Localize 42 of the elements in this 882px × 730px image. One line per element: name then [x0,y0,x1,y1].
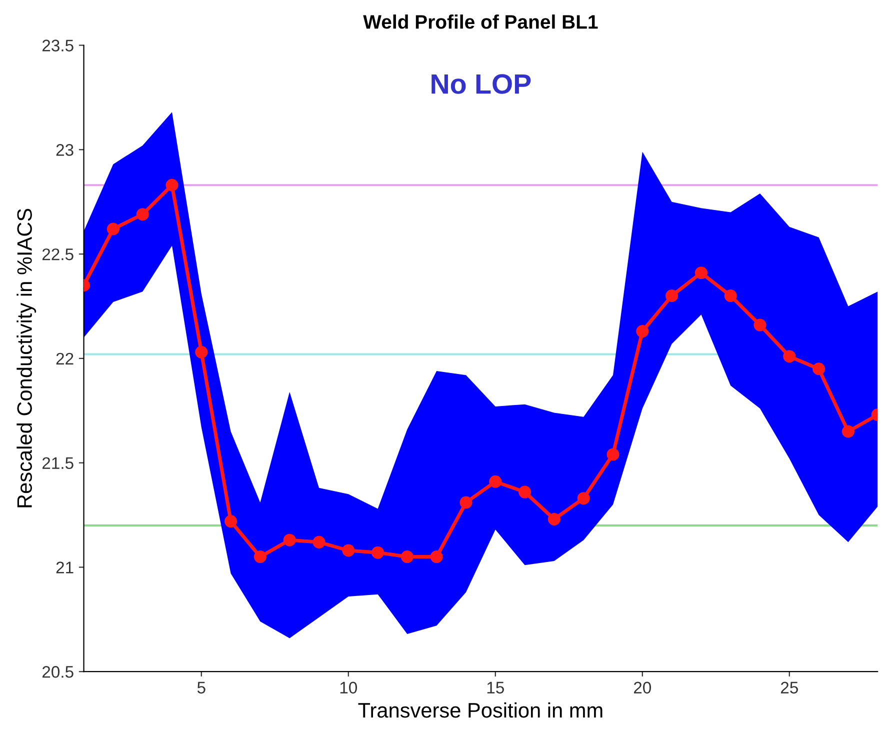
point [636,325,649,338]
chart-title: Weld Profile of Panel BL1 [363,14,598,29]
y-axis-title: Rescaled Conductivity in %IACS [16,208,36,508]
point [312,536,326,548]
point [224,515,238,528]
y-tick-label: 23.5 [42,40,74,52]
x-tick-label: 10 [340,682,358,694]
point [372,546,384,559]
y-tick-label: 21 [56,562,74,574]
x-tick-label: 15 [487,682,504,694]
point [754,318,766,332]
point [577,492,590,505]
x-tick-label: 5 [197,682,206,694]
y-tick-label: 22.5 [42,248,74,260]
point [136,208,149,221]
point [783,350,796,363]
point [195,346,208,358]
point [460,496,472,509]
y-tick-label: 21.5 [42,457,74,470]
point [400,550,414,564]
point [812,362,826,376]
point [724,290,737,302]
x-tick-label: 25 [780,682,798,694]
y-tick-label: 22 [56,352,74,364]
point [666,290,678,302]
point [254,550,266,564]
x-tick-label: 20 [634,682,652,694]
annotation: No LOP [432,74,531,94]
point [283,534,296,546]
point [842,425,854,438]
point [518,486,532,498]
point [489,475,502,488]
y-tick-label: 20.5 [42,666,74,678]
point [106,222,120,236]
point [548,512,560,526]
x-axis-title: Transverse Position in mm [358,702,602,718]
point [166,178,178,192]
point [694,266,708,280]
point [606,448,620,461]
point [342,544,355,557]
y-tick-label: 23 [56,144,74,156]
point [430,550,443,564]
